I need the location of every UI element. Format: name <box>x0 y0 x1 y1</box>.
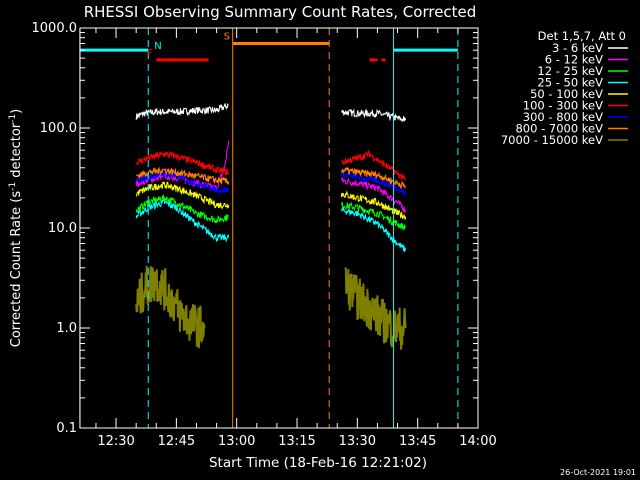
series-line-8-segment-1 <box>135 167 230 185</box>
series-line-4-segment-1 <box>135 199 230 243</box>
series-line-7-segment-2 <box>340 169 407 197</box>
series-line-9-segment-1 <box>135 265 206 349</box>
flag-S-label: S <box>224 31 230 42</box>
x-tick-label-5: 13:30 <box>339 434 376 449</box>
y-tick-label-5: 1000.0 <box>32 21 78 36</box>
series-line-6-segment-2 <box>340 149 407 181</box>
legend-label-8: 800 - 7000 keV <box>515 122 603 136</box>
legend-label-7: 300 - 800 keV <box>523 110 603 124</box>
x-tick-label-4: 13:15 <box>278 434 315 449</box>
chart-title: RHESSI Observing Summary Count Rates, Co… <box>84 3 477 21</box>
y-axis-label-base: Corrected Count Rate (s <box>9 191 24 348</box>
legend-header: Det 1,5,7, Att 0 <box>538 29 626 43</box>
y-tick-label-3: 10.0 <box>48 221 77 236</box>
x-tick-label-1: 12:30 <box>97 434 134 449</box>
series-line-4-segment-2 <box>340 206 407 253</box>
flag-N-label: N <box>154 41 161 52</box>
series-line-3-segment-2 <box>340 201 407 231</box>
x-tick-label-7: 14:00 <box>459 434 496 449</box>
series-line-8-segment-2 <box>340 166 407 190</box>
series-line-2-segment-2 <box>340 177 407 214</box>
legend-label-4: 25 - 50 keV <box>537 76 603 90</box>
y-axis-label-mid: detector <box>9 122 24 182</box>
series-line-5-segment-2 <box>340 190 407 220</box>
y-axis-label: Corrected Count Rate (s-1 detector-1) <box>8 109 24 347</box>
x-tick-label-6: 13:45 <box>399 434 436 449</box>
series-line-6-segment-1 <box>136 150 230 176</box>
series-line-3-segment-1 <box>135 194 230 224</box>
legend-label-9: 7000 - 15000 keV <box>501 133 603 147</box>
x-tick-label-3: 13:00 <box>218 434 255 449</box>
series-line-9-segment-2 <box>344 267 407 350</box>
legend-label-5: 50 - 100 keV <box>530 87 603 101</box>
series-line-1-segment-2 <box>340 108 407 122</box>
legend-label-3: 12 - 25 keV <box>537 64 603 78</box>
y-tick-label-4: 100.0 <box>40 121 77 136</box>
x-axis-label: Start Time (18-Feb-16 12:21:02) <box>209 455 427 471</box>
y-tick-label-1: 0.1 <box>56 421 77 436</box>
series-line-1-segment-1 <box>135 102 229 121</box>
y-axis-label-sup-1: -1 <box>8 182 18 191</box>
generated-timestamp: 26-Oct-2021 19:01 <box>560 468 636 477</box>
x-tick-label-2: 12:45 <box>158 434 195 449</box>
y-tick-label-2: 1.0 <box>56 321 77 336</box>
series-line-5-segment-1 <box>135 181 230 210</box>
y-axis-label-sup-2: -1 <box>8 114 18 123</box>
flag-F-label: F <box>147 48 153 59</box>
legend-label-1: 3 - 6 keV <box>552 41 603 55</box>
legend-label-6: 100 - 300 keV <box>523 99 603 113</box>
y-axis-label-close: ) <box>9 109 24 114</box>
legend-label-2: 6 - 12 keV <box>545 53 603 67</box>
plot-area: NF S 0.1 1.0 10.0 100.0 1000.0 12:30 12:45 13:00 1… <box>32 21 497 449</box>
